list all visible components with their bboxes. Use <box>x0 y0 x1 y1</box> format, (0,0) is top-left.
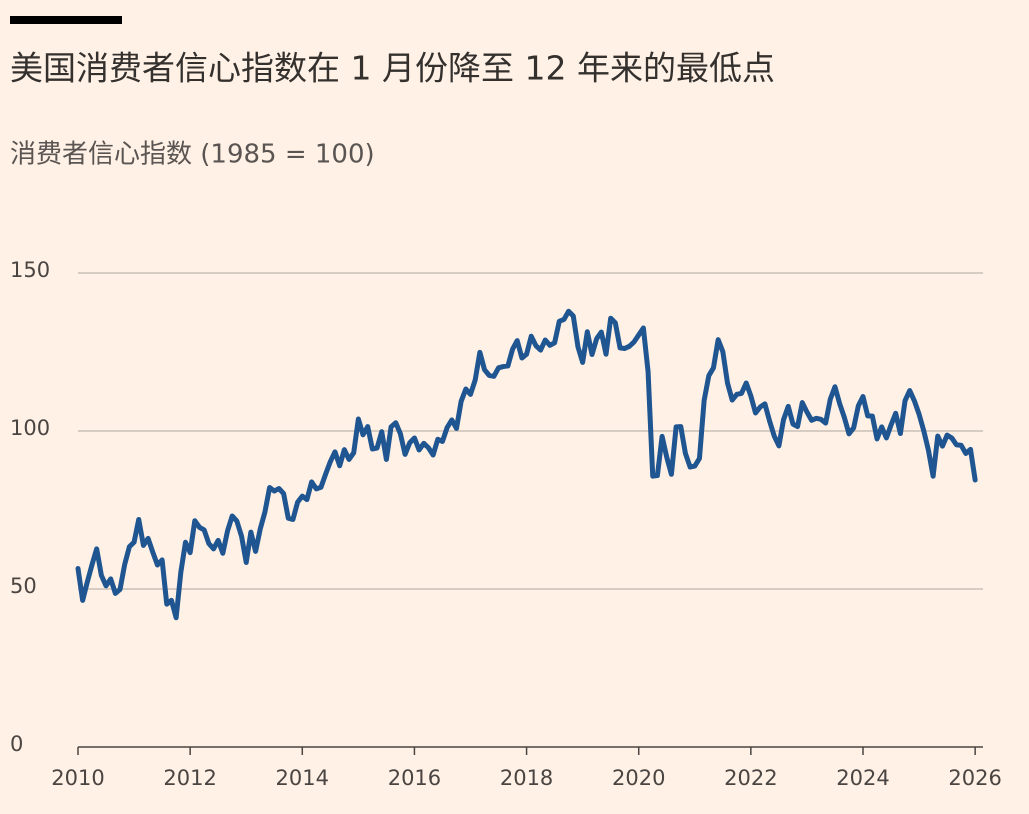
chart-subtitle: 消费者信心指数 (1985 = 100) <box>10 140 375 170</box>
x-tick-label: 2012 <box>163 766 216 790</box>
data-line <box>75 308 978 621</box>
y-tick-label: 50 <box>10 574 37 598</box>
y-tick-label: 100 <box>10 416 50 440</box>
x-tick-label: 2020 <box>612 766 665 790</box>
x-tick-label: 2010 <box>51 766 104 790</box>
accent-bar <box>10 16 122 24</box>
chart-title: 美国消费者信心指数在 1 月份降至 12 年来的最低点 <box>10 49 775 88</box>
x-tick-label: 2024 <box>836 766 889 790</box>
x-tick-label: 2026 <box>948 766 1001 790</box>
x-tick-label: 2014 <box>276 766 329 790</box>
y-tick-label: 0 <box>10 732 23 756</box>
x-tick-label: 2016 <box>388 766 441 790</box>
x-tick-label: 2022 <box>724 766 777 790</box>
x-tick-label: 2018 <box>500 766 553 790</box>
y-tick-label: 150 <box>10 258 50 282</box>
